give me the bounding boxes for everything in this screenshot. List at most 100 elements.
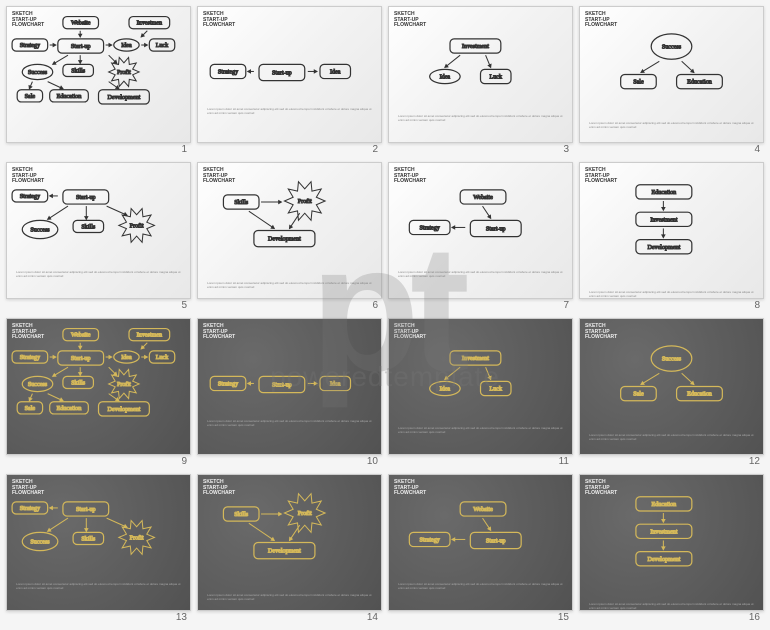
slide-thumbnail[interactable]: SKETCHSTART-UPFLOWCHARTStrategyStart-upI… [197,318,382,455]
svg-text:Education: Education [652,502,677,508]
slide-thumbnail[interactable]: SKETCHSTART-UPFLOWCHARTSkillsProfitDevel… [197,474,382,611]
slide-thumbnail[interactable]: SKETCHSTART-UPFLOWCHARTStrategyStart-upS… [6,474,191,611]
slide-content: WebsiteStrategyStart-upLorem ipsum dolor… [389,475,572,610]
slide-content: EducationInvestmentDevelopmentLorem ipsu… [580,475,763,610]
svg-text:Development: Development [647,557,680,563]
slide-thumbnail[interactable]: SKETCHSTART-UPFLOWCHARTInvestmentIdeaLuc… [388,6,573,143]
slide-content: StrategyStart-upSuccessSkillsProfitLorem… [7,475,190,610]
slide-content: EducationInvestmentDevelopmentLorem ipsu… [580,163,763,298]
svg-text:Skills: Skills [71,68,86,74]
svg-text:Education: Education [57,406,82,412]
slide-thumbnail[interactable]: SKETCHSTART-UPFLOWCHARTInvestmentIdeaLuc… [388,318,573,455]
slide-number: 1 [6,144,191,156]
svg-text:Website: Website [71,333,91,339]
slide-number: 12 [579,456,764,468]
slide-cell[interactable]: SKETCHSTART-UPFLOWCHARTEducationInvestme… [579,162,764,312]
slide-grid: SKETCHSTART-UPFLOWCHARTWebsiteInvestmenS… [0,0,770,630]
slide-cell[interactable]: SKETCHSTART-UPFLOWCHARTSkillsProfitDevel… [197,162,382,312]
slide-cell[interactable]: SKETCHSTART-UPFLOWCHARTStrategyStart-upI… [197,318,382,468]
slide-content: InvestmentIdeaLuckLorem ipsum dolor sit … [389,7,572,142]
svg-text:Success: Success [662,45,682,51]
svg-text:Investment: Investment [462,356,489,362]
svg-text:Website: Website [473,195,493,201]
svg-text:Start-up: Start-up [486,539,506,545]
svg-text:Sale: Sale [633,392,644,398]
svg-text:Profit: Profit [298,198,312,205]
svg-text:Idea: Idea [440,75,451,81]
svg-text:Sale: Sale [25,406,36,412]
svg-text:Idea: Idea [121,355,132,361]
svg-text:Idea: Idea [330,69,341,75]
slide-content: SuccessSaleEducationLorem ipsum dolor si… [580,319,763,454]
svg-text:Investmen: Investmen [137,333,162,339]
svg-text:Skills: Skills [234,200,249,206]
slide-cell[interactable]: SKETCHSTART-UPFLOWCHARTWebsiteInvestmenS… [6,6,191,156]
slide-cell[interactable]: SKETCHSTART-UPFLOWCHARTSuccessSaleEducat… [579,318,764,468]
slide-cell[interactable]: SKETCHSTART-UPFLOWCHARTSkillsProfitDevel… [197,474,382,624]
slide-thumbnail[interactable]: SKETCHSTART-UPFLOWCHARTEducationInvestme… [579,162,764,299]
slide-cell[interactable]: SKETCHSTART-UPFLOWCHARTInvestmentIdeaLuc… [388,6,573,156]
slide-thumbnail[interactable]: SKETCHSTART-UPFLOWCHARTWebsiteStrategySt… [388,162,573,299]
slide-content: WebsiteInvestmenStrategyStart-upIdeaLuck… [7,7,190,142]
slide-cell[interactable]: SKETCHSTART-UPFLOWCHARTSuccessSaleEducat… [579,6,764,156]
slide-number: 7 [388,300,573,312]
svg-text:Start-up: Start-up [486,227,506,233]
slide-content: StrategyStart-upIdeaLorem ipsum dolor si… [198,7,381,142]
slide-number: 3 [388,144,573,156]
slide-cell[interactable]: SKETCHSTART-UPFLOWCHARTWebsiteStrategySt… [388,162,573,312]
slide-content: WebsiteInvestmenStrategyStart-upIdeaLuck… [7,319,190,454]
slide-content: SkillsProfitDevelopmentLorem ipsum dolor… [198,163,381,298]
slide-thumbnail[interactable]: SKETCHSTART-UPFLOWCHARTWebsiteStrategySt… [388,474,573,611]
svg-text:Development: Development [268,549,301,555]
svg-text:Start-up: Start-up [272,383,292,389]
svg-text:Development: Development [107,407,140,413]
svg-text:Luck: Luck [156,355,169,361]
slide-thumbnail[interactable]: SKETCHSTART-UPFLOWCHARTWebsiteInvestmenS… [6,6,191,143]
slide-number: 10 [197,456,382,468]
svg-text:Strategy: Strategy [20,506,41,512]
svg-text:Strategy: Strategy [218,381,239,387]
svg-text:Strategy: Strategy [20,43,41,49]
slide-cell[interactable]: SKETCHSTART-UPFLOWCHARTEducationInvestme… [579,474,764,624]
svg-text:Development: Development [647,245,680,251]
svg-text:Investment: Investment [650,529,677,535]
svg-text:Sale: Sale [25,94,36,100]
slide-cell[interactable]: SKETCHSTART-UPFLOWCHARTStrategyStart-upS… [6,162,191,312]
slide-cell[interactable]: SKETCHSTART-UPFLOWCHARTStrategyStart-upI… [197,6,382,156]
svg-text:Start-up: Start-up [71,356,91,362]
svg-text:Luck: Luck [489,75,502,81]
svg-text:Start-up: Start-up [71,44,91,50]
slide-number: 9 [6,456,191,468]
slide-number: 14 [197,612,382,624]
slide-thumbnail[interactable]: SKETCHSTART-UPFLOWCHARTWebsiteInvestmenS… [6,318,191,455]
slide-cell[interactable]: SKETCHSTART-UPFLOWCHARTInvestmentIdeaLuc… [388,318,573,468]
slide-thumbnail[interactable]: SKETCHSTART-UPFLOWCHARTSuccessSaleEducat… [579,6,764,143]
slide-thumbnail[interactable]: SKETCHSTART-UPFLOWCHARTSkillsProfitDevel… [197,162,382,299]
svg-text:Education: Education [687,80,712,86]
svg-text:Success: Success [30,540,50,546]
svg-text:Success: Success [30,228,50,234]
slide-number: 6 [197,300,382,312]
slide-cell[interactable]: SKETCHSTART-UPFLOWCHARTWebsiteStrategySt… [388,474,573,624]
slide-number: 2 [197,144,382,156]
svg-text:Strategy: Strategy [218,69,239,75]
svg-text:Investmen: Investmen [137,21,162,27]
svg-text:Profit: Profit [117,69,131,76]
svg-text:Profit: Profit [298,510,312,517]
svg-text:Success: Success [28,382,48,388]
slide-thumbnail[interactable]: SKETCHSTART-UPFLOWCHARTEducationInvestme… [579,474,764,611]
slide-cell[interactable]: SKETCHSTART-UPFLOWCHARTStrategyStart-upS… [6,474,191,624]
slide-number: 13 [6,612,191,624]
slide-thumbnail[interactable]: SKETCHSTART-UPFLOWCHARTStrategyStart-upI… [197,6,382,143]
svg-text:Luck: Luck [489,387,502,393]
slide-number: 4 [579,144,764,156]
svg-text:Skills: Skills [81,224,96,230]
svg-text:Website: Website [71,21,91,27]
svg-text:Idea: Idea [121,43,132,49]
svg-text:Skills: Skills [81,536,96,542]
svg-text:Skills: Skills [71,380,86,386]
slide-thumbnail[interactable]: SKETCHSTART-UPFLOWCHARTStrategyStart-upS… [6,162,191,299]
slide-thumbnail[interactable]: SKETCHSTART-UPFLOWCHARTSuccessSaleEducat… [579,318,764,455]
svg-text:Idea: Idea [440,387,451,393]
slide-cell[interactable]: SKETCHSTART-UPFLOWCHARTWebsiteInvestmenS… [6,318,191,468]
